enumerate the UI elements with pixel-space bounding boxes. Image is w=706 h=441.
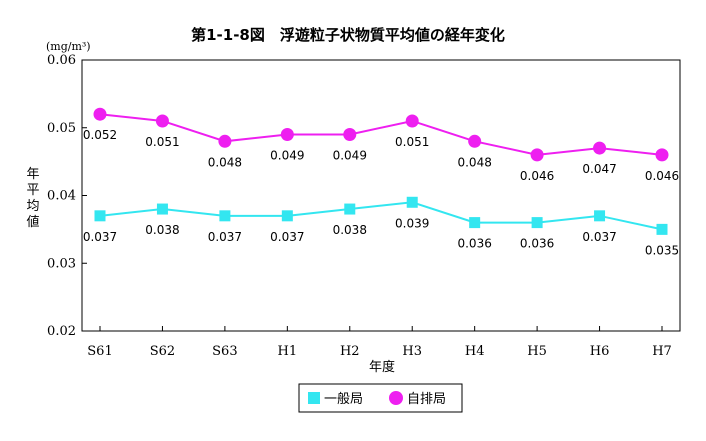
x-tick-label: H3: [402, 344, 422, 359]
legend-marker-circle: [389, 391, 403, 405]
data-label: 0.052: [83, 128, 117, 142]
x-tick-label: H2: [340, 344, 360, 359]
data-point: [281, 210, 293, 222]
y-tick-label: 0.04: [47, 189, 76, 204]
data-point: [655, 148, 669, 162]
data-point: [405, 114, 419, 128]
x-tick-label: S61: [87, 344, 112, 359]
data-label: 0.037: [270, 230, 304, 244]
data-point: [156, 203, 168, 215]
data-label: 0.049: [270, 149, 304, 163]
data-point: [406, 196, 418, 208]
x-tick-label: H5: [527, 344, 547, 359]
x-tick-label: S62: [150, 344, 175, 359]
data-label: 0.036: [520, 237, 554, 251]
legend-label: 自排局: [407, 392, 446, 407]
series-ippankyoku: 0.037 0.038 0.037 0.037 0.038 0.039 0.036 0.036…: [83, 196, 679, 257]
data-label: 0.035: [645, 243, 679, 257]
y-tick-label: 0.05: [47, 121, 76, 136]
data-point: [218, 134, 232, 148]
data-label: 0.049: [333, 149, 367, 163]
axes: 0.02 0.03 0.04 0.05 0.06 S61 S62 S63 H1 H2 H3 H4 H5 H…: [47, 53, 672, 359]
series-layer: 0.037 0.038 0.037 0.037 0.038 0.039 0.036 0.036…: [83, 107, 679, 257]
x-tick-label: H6: [590, 344, 610, 359]
x-axis-title: 年度: [369, 359, 395, 375]
data-point: [155, 114, 169, 128]
legend-marker-square: [308, 392, 320, 404]
plot-frame: [81, 59, 681, 332]
data-point: [656, 223, 668, 235]
legend: 一般局 自排局: [298, 383, 463, 413]
data-point: [531, 217, 543, 229]
data-label: 0.046: [520, 169, 554, 183]
data-label: 0.037: [208, 230, 242, 244]
data-point: [280, 128, 294, 142]
series-line: [99, 201, 663, 231]
chart-title: 第1-1-8図 浮遊粒子状物質平均値の経年変化: [191, 26, 505, 44]
legend-items: 一般局 自排局: [308, 391, 446, 407]
data-point: [468, 134, 482, 148]
data-label: 0.037: [582, 230, 616, 244]
data-point: [530, 148, 544, 162]
y-axis-title: 年平均値: [26, 167, 39, 230]
data-point: [344, 203, 356, 215]
data-point: [94, 210, 106, 222]
data-label: 0.037: [83, 230, 117, 244]
y-tick-label: 0.06: [47, 53, 76, 68]
data-label: 0.036: [457, 237, 491, 251]
y-tick-label: 0.02: [47, 324, 76, 339]
y-tick-label: 0.03: [47, 256, 76, 271]
data-point: [219, 210, 231, 222]
x-tick-label: H4: [465, 344, 485, 359]
data-label: 0.048: [208, 155, 242, 169]
x-tick-label: S63: [212, 344, 237, 359]
data-label: 0.047: [582, 162, 616, 176]
data-label: 0.038: [333, 223, 367, 237]
data-label: 0.048: [457, 155, 491, 169]
data-label: 0.038: [145, 223, 179, 237]
data-point: [594, 210, 606, 222]
data-label: 0.039: [395, 216, 429, 230]
x-tick-label: H1: [278, 344, 298, 359]
data-label: 0.046: [645, 169, 679, 183]
data-point: [593, 141, 607, 155]
data-point: [343, 128, 357, 142]
x-tick-label: H7: [652, 344, 672, 359]
data-label: 0.051: [145, 135, 179, 149]
legend-box: [298, 383, 463, 413]
legend-label: 一般局: [324, 391, 363, 407]
series-jihaikyoku: 0.052 0.051 0.048 0.049 0.049 0.051 0.048 0.046…: [83, 107, 679, 183]
series-line: [99, 113, 663, 156]
data-label: 0.051: [395, 135, 429, 149]
y-axis-unit: (mg/m³): [46, 40, 91, 53]
data-point: [93, 107, 107, 121]
data-point: [469, 217, 481, 229]
